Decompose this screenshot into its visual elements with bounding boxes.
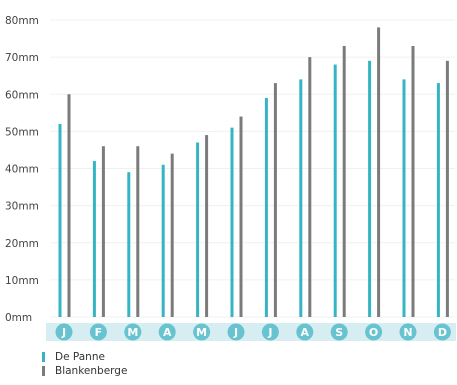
y-axis-ticks: 0mm 10mm 20mm 30mm 40mm 50mm 60mm 70mm 80mm xyxy=(5,15,39,324)
month-marker xyxy=(296,323,314,341)
bar-blankenberge xyxy=(411,45,415,318)
bar-blankenberge xyxy=(67,94,71,317)
month-marker xyxy=(433,323,451,341)
legend-item-de-panne: De Panne xyxy=(42,350,127,363)
bar-blankenberge xyxy=(308,57,312,317)
bar-blankenberge xyxy=(170,153,174,317)
y-tick-label: 30mm xyxy=(5,201,39,213)
month-marker xyxy=(124,323,142,341)
bar-de-panne xyxy=(161,164,165,317)
month-marker xyxy=(55,323,73,341)
bar-blankenberge xyxy=(445,60,449,318)
y-tick-label: 40mm xyxy=(5,164,39,176)
legend-label-blankenberge: Blankenberge xyxy=(55,364,128,377)
x-tick-label: J xyxy=(267,326,272,339)
x-tick-label: J xyxy=(61,326,66,339)
bar-de-panne xyxy=(436,83,440,317)
x-tick-label: A xyxy=(301,326,310,339)
x-tick-label: M xyxy=(127,326,138,339)
bar-de-panne xyxy=(402,79,406,318)
month-marker xyxy=(399,323,417,341)
month-band xyxy=(46,323,456,341)
x-tick-label: A xyxy=(163,326,172,339)
y-tick-label: 10mm xyxy=(5,275,39,287)
y-tick-label: 80mm xyxy=(5,15,39,27)
y-tick-label: 60mm xyxy=(5,89,39,101)
bar-de-panne xyxy=(230,127,234,317)
y-tick-label: 50mm xyxy=(5,126,39,138)
month-marker xyxy=(89,323,107,341)
x-tick-label: O xyxy=(369,326,378,339)
bar-blankenberge xyxy=(136,146,140,317)
legend-label-de-panne: De Panne xyxy=(55,350,105,363)
bar-blankenberge xyxy=(101,146,105,317)
x-tick-label: S xyxy=(335,326,343,339)
bar-de-panne xyxy=(299,79,303,318)
month-marker xyxy=(227,323,245,341)
x-tick-label: F xyxy=(95,326,103,339)
gridlines xyxy=(50,19,455,318)
legend: De Panne Blankenberge xyxy=(42,350,127,378)
x-tick-label: N xyxy=(403,326,412,339)
legend-swatch-de-panne xyxy=(42,351,45,362)
month-marker xyxy=(193,323,211,341)
bar-de-panne xyxy=(58,123,62,317)
y-tick-label: 70mm xyxy=(5,52,39,64)
bars xyxy=(58,27,449,318)
month-marker xyxy=(158,323,176,341)
month-marker xyxy=(365,323,383,341)
bar-blankenberge xyxy=(377,27,381,318)
x-tick-label: M xyxy=(196,326,207,339)
legend-item-blankenberge: Blankenberge xyxy=(42,364,127,377)
month-marker xyxy=(261,323,279,341)
x-tick-label: J xyxy=(233,326,238,339)
bar-de-panne xyxy=(264,97,268,318)
bar-blankenberge xyxy=(239,116,243,318)
bar-de-panne xyxy=(333,64,337,317)
y-tick-label: 0mm xyxy=(5,312,32,324)
bar-de-panne xyxy=(368,60,372,318)
x-tick-label: D xyxy=(438,326,447,339)
bar-de-panne xyxy=(196,142,200,317)
bar-blankenberge xyxy=(273,83,277,317)
bar-de-panne xyxy=(127,172,131,317)
bar-blankenberge xyxy=(205,135,209,317)
month-marker xyxy=(330,323,348,341)
y-tick-label: 20mm xyxy=(5,238,39,250)
bar-blankenberge xyxy=(342,45,346,318)
legend-swatch-blankenberge xyxy=(42,365,45,376)
bar-de-panne xyxy=(92,161,96,317)
